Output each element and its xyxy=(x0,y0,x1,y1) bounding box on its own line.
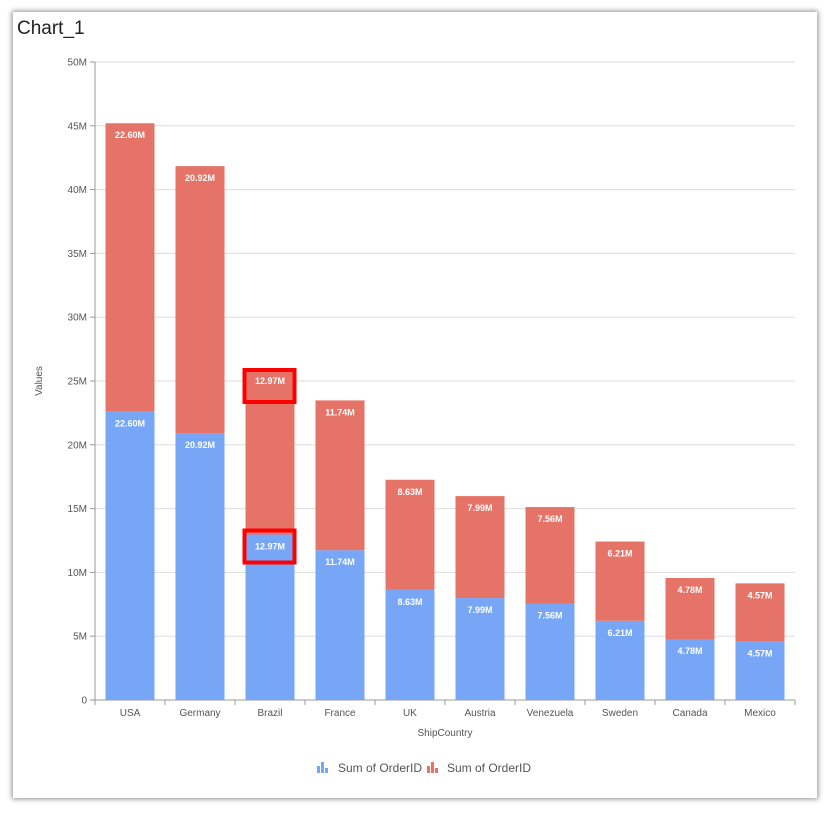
x-tick-label: France xyxy=(324,708,356,719)
y-axis-title: Values xyxy=(34,366,45,396)
bar-series1-germany[interactable] xyxy=(175,433,225,700)
y-tick-label: 40M xyxy=(68,185,87,196)
bar-series1-france[interactable] xyxy=(315,550,365,700)
data-label-series2: 20.92M xyxy=(185,173,215,183)
legend-bar-chart-icon[interactable] xyxy=(427,762,438,773)
data-label-series1: 7.56M xyxy=(537,611,562,621)
y-tick-label: 35M xyxy=(68,249,87,260)
bar-series1-venezuela[interactable] xyxy=(525,603,575,700)
bar-series1-mexico[interactable] xyxy=(735,641,785,700)
data-label-series1: 4.57M xyxy=(747,649,772,659)
y-tick-label: 30M xyxy=(68,313,87,324)
bar-series2-usa[interactable] xyxy=(105,123,155,412)
bar-series2-canada[interactable] xyxy=(665,578,715,640)
bar-series1-uk[interactable] xyxy=(385,589,435,700)
data-label-series1: 11.74M xyxy=(325,557,355,567)
data-label-series2: 8.63M xyxy=(397,487,422,497)
bar-series2-venezuela[interactable] xyxy=(525,507,575,604)
data-label-series1: 12.97M xyxy=(255,542,285,552)
x-tick-label: Brazil xyxy=(257,708,282,719)
bar-series1-austria[interactable] xyxy=(455,598,505,700)
x-tick-label: UK xyxy=(403,708,417,719)
bar-series1-usa[interactable] xyxy=(105,411,155,700)
data-label-series1: 8.63M xyxy=(397,597,422,607)
x-tick-label: Germany xyxy=(179,708,220,719)
bar-series2-uk[interactable] xyxy=(385,479,435,590)
data-label-series1: 7.99M xyxy=(467,605,492,615)
x-tick-label: Canada xyxy=(672,708,707,719)
bar-series2-germany[interactable] xyxy=(175,166,225,434)
bar-series1-sweden[interactable] xyxy=(595,620,645,700)
data-label-series2: 22.60M xyxy=(115,130,145,140)
y-tick-label: 10M xyxy=(68,568,87,579)
x-tick-label: Austria xyxy=(464,708,496,719)
y-tick-label: 25M xyxy=(68,377,87,388)
bar-series2-france[interactable] xyxy=(315,400,365,551)
data-label-series1: 22.60M xyxy=(115,419,145,429)
y-tick-label: 0 xyxy=(81,696,87,707)
bar-series1-canada[interactable] xyxy=(665,639,715,700)
y-tick-label: 20M xyxy=(68,440,87,451)
data-label-series2: 4.78M xyxy=(677,585,702,595)
data-label-series1: 6.21M xyxy=(607,628,632,638)
x-tick-label: USA xyxy=(120,708,141,719)
data-label-series2: 4.57M xyxy=(747,590,772,600)
data-label-series2: 7.99M xyxy=(467,503,492,513)
bar-series2-brazil[interactable] xyxy=(245,369,295,535)
x-axis-title: ShipCountry xyxy=(417,728,472,739)
data-label-series2: 12.97M xyxy=(255,376,285,386)
highlight-box-series2 xyxy=(242,368,297,405)
legend-bar-chart-icon[interactable] xyxy=(317,762,328,773)
data-label-series2: 11.74M xyxy=(325,407,355,417)
data-label-series1: 4.78M xyxy=(677,646,702,656)
y-tick-label: 5M xyxy=(73,632,87,643)
bar-series2-austria[interactable] xyxy=(455,496,505,599)
x-tick-label: Venezuela xyxy=(527,708,574,719)
data-label-series2: 7.56M xyxy=(537,514,562,524)
legend-label-series2[interactable]: Sum of OrderID xyxy=(447,761,531,775)
bar-series2-sweden[interactable] xyxy=(595,541,645,621)
x-tick-label: Sweden xyxy=(602,708,638,719)
data-label-series2: 6.21M xyxy=(607,549,632,559)
legend-label-series1[interactable]: Sum of OrderID xyxy=(338,761,422,775)
bar-series1-brazil[interactable] xyxy=(245,534,295,700)
chart-title: Chart_1 xyxy=(17,18,85,39)
y-tick-label: 45M xyxy=(68,121,87,132)
y-tick-label: 50M xyxy=(68,58,87,69)
x-tick-label: Mexico xyxy=(744,708,776,719)
highlight-box-series1 xyxy=(242,528,297,565)
data-label-series1: 20.92M xyxy=(185,440,215,450)
y-tick-label: 15M xyxy=(68,504,87,515)
bar-series2-mexico[interactable] xyxy=(735,583,785,642)
